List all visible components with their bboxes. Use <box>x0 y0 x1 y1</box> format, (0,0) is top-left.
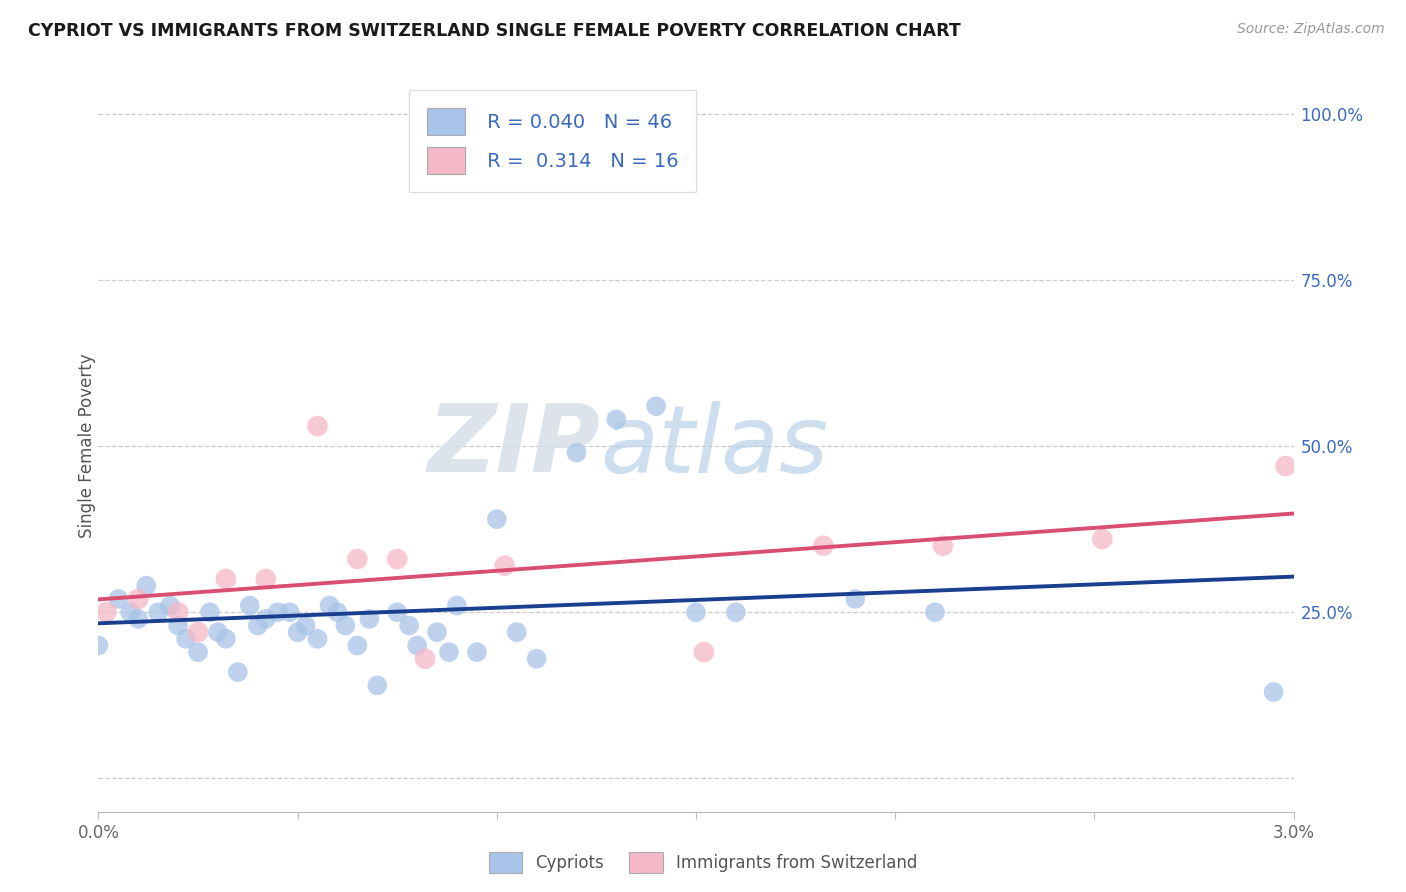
Point <box>120 605 142 619</box>
Point <box>267 605 290 619</box>
Point <box>494 558 516 573</box>
Point <box>294 618 316 632</box>
Point <box>187 625 209 640</box>
Point <box>335 618 357 632</box>
Point <box>1263 685 1285 699</box>
Point <box>1091 532 1114 546</box>
Point <box>406 639 429 653</box>
Point <box>167 618 190 632</box>
Text: Source: ZipAtlas.com: Source: ZipAtlas.com <box>1237 22 1385 37</box>
Point <box>278 605 301 619</box>
Text: CYPRIOT VS IMMIGRANTS FROM SWITZERLAND SINGLE FEMALE POVERTY CORRELATION CHART: CYPRIOT VS IMMIGRANTS FROM SWITZERLAND S… <box>28 22 960 40</box>
Point <box>246 618 269 632</box>
Point <box>318 599 340 613</box>
Point <box>96 605 118 619</box>
Point <box>693 645 716 659</box>
Point <box>326 605 349 619</box>
Point <box>385 552 409 566</box>
Point <box>724 605 747 619</box>
Point <box>924 605 946 619</box>
Point <box>446 599 468 613</box>
Point <box>605 412 627 426</box>
Point <box>526 652 548 666</box>
Point <box>645 399 668 413</box>
Point <box>813 539 835 553</box>
Point <box>506 625 529 640</box>
Legend:  R = 0.040   N = 46,  R =  0.314   N = 16: R = 0.040 N = 46, R = 0.314 N = 16 <box>409 90 696 192</box>
Point <box>346 639 368 653</box>
Point <box>366 678 388 692</box>
Point <box>187 645 209 659</box>
Point <box>844 591 866 606</box>
Point <box>307 419 329 434</box>
Point <box>1274 458 1296 473</box>
Y-axis label: Single Female Poverty: Single Female Poverty <box>79 354 96 538</box>
Point <box>398 618 420 632</box>
Point <box>207 625 229 640</box>
Point <box>685 605 707 619</box>
Point <box>239 599 262 613</box>
Point <box>226 665 249 679</box>
Point <box>127 612 149 626</box>
Point <box>254 612 277 626</box>
Point <box>426 625 449 640</box>
Point <box>127 591 149 606</box>
Point <box>413 652 436 666</box>
Point <box>254 572 277 586</box>
Point <box>167 605 190 619</box>
Point <box>346 552 368 566</box>
Point <box>385 605 409 619</box>
Text: ZIP: ZIP <box>427 400 600 492</box>
Point <box>135 579 157 593</box>
Point <box>307 632 329 646</box>
Point <box>485 512 508 526</box>
Point <box>465 645 488 659</box>
Legend: Cypriots, Immigrants from Switzerland: Cypriots, Immigrants from Switzerland <box>482 846 924 880</box>
Point <box>215 632 238 646</box>
Point <box>148 605 170 619</box>
Point <box>87 639 110 653</box>
Point <box>174 632 197 646</box>
Point <box>159 599 181 613</box>
Point <box>359 612 381 626</box>
Point <box>565 445 588 459</box>
Point <box>107 591 129 606</box>
Point <box>198 605 221 619</box>
Point <box>932 539 955 553</box>
Text: atlas: atlas <box>600 401 828 491</box>
Point <box>437 645 460 659</box>
Point <box>215 572 238 586</box>
Point <box>287 625 309 640</box>
